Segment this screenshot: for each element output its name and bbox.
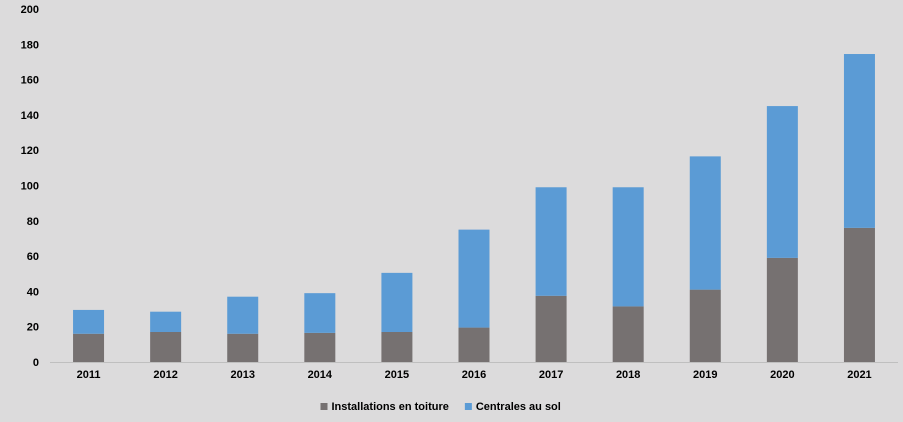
bar-rooftop-2013 (227, 333, 259, 362)
legend: Installations en toiture Centrales au sol (320, 401, 561, 413)
bar-ground-2018 (612, 187, 644, 307)
bar-rooftop-2021 (843, 227, 875, 362)
x-tick-label: 2020 (770, 369, 794, 381)
bar-rooftop-2020 (766, 257, 798, 362)
y-axis: 0 20 40 60 80 100 120 140 160 180 200 (21, 4, 39, 369)
y-tick-label: 60 (27, 251, 39, 263)
x-tick-label: 2019 (693, 369, 717, 381)
bar-rooftop-2019 (689, 289, 721, 362)
bars (73, 54, 875, 362)
legend-swatch (320, 403, 328, 410)
bar-ground-2013 (227, 296, 259, 334)
x-tick-label: 2017 (539, 369, 563, 381)
x-tick-label: 2014 (308, 369, 333, 381)
y-tick-label: 180 (21, 39, 39, 51)
y-tick-label: 160 (21, 75, 39, 87)
x-tick-label: 2013 (230, 369, 254, 381)
y-tick-label: 200 (21, 4, 39, 16)
bar-rooftop-2017 (535, 295, 567, 362)
bar-ground-2017 (535, 187, 567, 296)
y-tick-label: 20 (27, 322, 39, 334)
bar-ground-2019 (689, 156, 721, 290)
x-tick-label: 2016 (462, 369, 486, 381)
bar-rooftop-2012 (150, 331, 182, 362)
y-tick-label: 100 (21, 181, 39, 193)
legend-swatch (464, 403, 472, 410)
bar-ground-2021 (843, 54, 875, 228)
x-tick-label: 2011 (77, 369, 101, 381)
bar-rooftop-2011 (73, 333, 105, 362)
bar-ground-2016 (458, 229, 490, 328)
bar-rooftop-2015 (381, 331, 413, 362)
x-tick-label: 2015 (385, 369, 409, 381)
y-tick-label: 80 (27, 216, 39, 228)
legend-label: Centrales au sol (476, 401, 561, 413)
bar-ground-2020 (766, 106, 798, 258)
y-tick-label: 0 (33, 357, 39, 369)
bar-ground-2011 (73, 309, 105, 334)
legend-label: Installations en toiture (332, 401, 449, 413)
x-tick-label: 2012 (153, 369, 177, 381)
bar-rooftop-2018 (612, 306, 644, 362)
x-axis: 2011 2012 2013 2014 2015 2016 2017 2018 2019 2020… (50, 362, 898, 381)
y-tick-label: 140 (21, 110, 39, 122)
y-tick-label: 40 (27, 286, 39, 298)
bar-ground-2015 (381, 272, 413, 332)
x-tick-label: 2018 (616, 369, 640, 381)
bar-rooftop-2016 (458, 327, 490, 362)
bar-rooftop-2014 (304, 332, 336, 362)
y-tick-label: 120 (21, 145, 39, 157)
bar-ground-2012 (150, 311, 182, 332)
x-tick-label: 2021 (847, 369, 871, 381)
bar-ground-2014 (304, 293, 336, 333)
